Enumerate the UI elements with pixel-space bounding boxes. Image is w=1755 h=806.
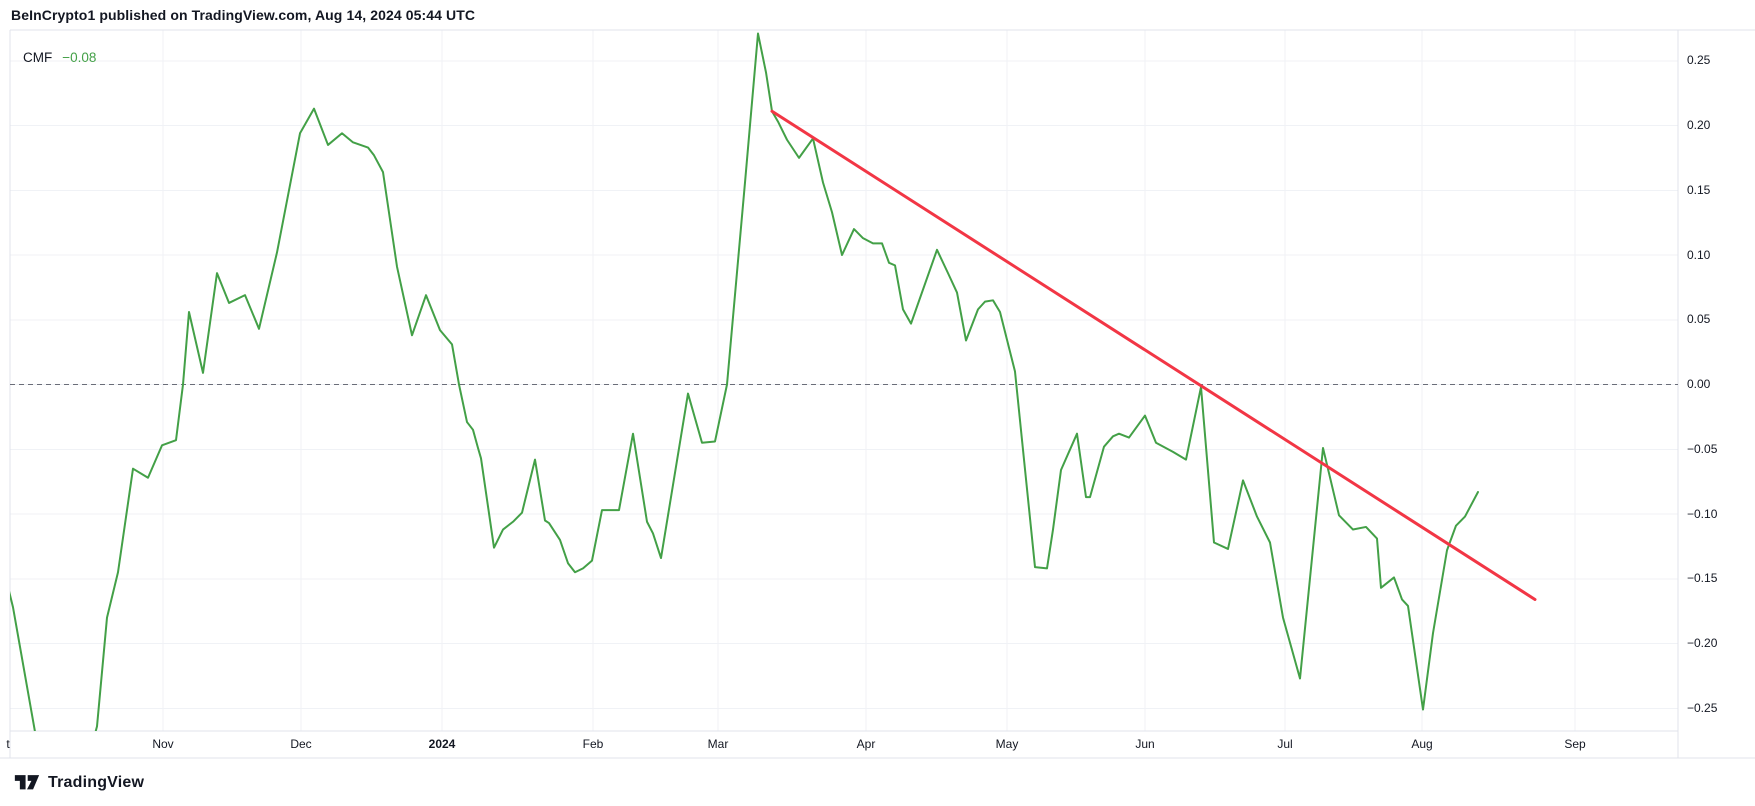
y-axis-label: 0.00	[1687, 377, 1711, 391]
x-axis-label: Dec	[290, 737, 312, 751]
x-axis-label: Jul	[1277, 737, 1293, 751]
x-axis-label: May	[995, 737, 1019, 751]
x-axis-label: Sep	[1564, 737, 1586, 751]
x-axis-label: Feb	[582, 737, 604, 751]
x-axis-label: Jun	[1135, 737, 1155, 751]
x-axis-label: Mar	[707, 737, 729, 751]
indicator-legend: CMF −0.08	[23, 50, 96, 65]
trend-line	[770, 109, 1537, 601]
x-axis-label: Nov	[152, 737, 174, 751]
indicator-value: −0.08	[62, 50, 97, 65]
x-axis-label: t	[6, 737, 10, 751]
x-axis-label: 2024	[428, 737, 456, 751]
x-axis-label: Aug	[1411, 737, 1433, 751]
y-axis-label: 0.15	[1687, 182, 1711, 197]
chart-pane[interactable]	[10, 30, 1678, 731]
y-axis-label: −0.25	[1687, 700, 1718, 715]
tradingview-footer[interactable]: TradingView	[14, 769, 144, 797]
y-axis-label: 0.10	[1687, 247, 1711, 262]
y-axis-label: 0.20	[1687, 118, 1711, 132]
y-axis-label: −0.20	[1687, 636, 1718, 650]
attribution-text: BeInCrypto1 published on TradingView.com…	[11, 7, 476, 23]
y-axis-label: −0.10	[1687, 506, 1718, 521]
y-axis-label: −0.15	[1687, 571, 1718, 586]
x-axis-label: Apr	[856, 737, 876, 751]
tradingview-brand-text: TradingView	[48, 774, 145, 791]
y-axis-label: 0.05	[1687, 312, 1711, 327]
tradingview-logo-icon	[14, 775, 40, 790]
y-axis-label: 0.25	[1687, 53, 1711, 68]
indicator-name: CMF	[23, 50, 53, 65]
y-axis-label: −0.05	[1687, 441, 1718, 456]
